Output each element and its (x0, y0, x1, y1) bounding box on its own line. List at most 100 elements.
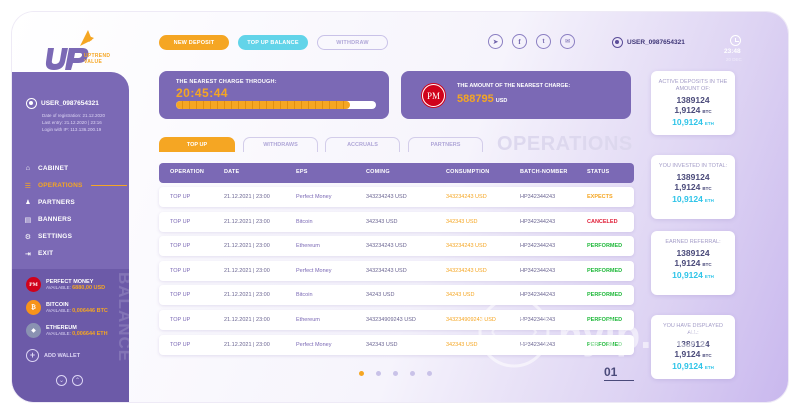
sidebar-item-cabinet[interactable]: ⌂ CABINET (24, 160, 129, 177)
ethereum-icon: ◆ (26, 323, 41, 338)
add-wallet-button[interactable]: + ADD WALLET (26, 349, 80, 362)
table-row[interactable]: TOP UP 21.12.2021 | 23:00 Perfect Money 343… (159, 260, 634, 281)
page-dot[interactable] (359, 371, 364, 376)
user-icon (612, 37, 623, 48)
logo[interactable] (42, 26, 122, 76)
cell-batch: HP342344243 (520, 341, 556, 348)
stat-usd: 1389124 (676, 95, 710, 105)
sidebar-item-exit[interactable]: ⇥ EXIT (24, 245, 129, 262)
sidebar-nav: ⌂ CABINET ☰ OPERATIONS ♟ PARTNERS ▤ BANN… (24, 160, 129, 262)
amount-label: THE AMOUNT OF THE NEAREST CHARGE: (457, 83, 571, 89)
cell-coming: 343234243 USD (366, 194, 407, 200)
cell-consumption: 343234909243 USD (446, 317, 496, 323)
cell-batch: HP342344243 (520, 243, 556, 250)
tab-accruals[interactable]: ACCRUALS (325, 137, 400, 152)
cell-coming: 342343 USD (366, 341, 398, 348)
tab-top-up[interactable]: TOP UP (159, 137, 235, 152)
sidebar-item-label: CABINET (38, 165, 69, 172)
cell-status: CANCELED (587, 218, 618, 225)
stat-btc: 1,9124 BTC (674, 182, 712, 192)
stat-usd: 1389124 (676, 339, 710, 349)
table-row[interactable]: TOP UP 21.12.2021 | 23:00 Ethereum 34323490… (159, 310, 634, 330)
user-icon (26, 98, 37, 109)
banner-icon: ▤ (24, 216, 32, 224)
cell-eps: Bitcoin (296, 218, 313, 225)
tab-withdraws[interactable]: WITHDRAWS (243, 137, 318, 152)
page-dot[interactable] (427, 371, 432, 376)
charge-countdown: 20:45:44 (176, 86, 229, 100)
chevron-down-icon[interactable]: ⌄ (56, 375, 67, 386)
chevron-up-icon[interactable]: ⌃ (72, 375, 83, 386)
sidebar-item-banners[interactable]: ▤ BANNERS (24, 211, 129, 228)
cell-coming: 34243 USD (366, 292, 395, 299)
cell-batch: HP342344243 (520, 267, 556, 274)
cell-coming: 343234243 USD (366, 267, 407, 274)
sidebar-panel: USER_0987654321 Date of registration: 21… (12, 72, 134, 402)
withdraw-button[interactable]: WITHDRAW (317, 35, 388, 50)
sidebar-item-settings[interactable]: ⚙ SETTINGS (24, 228, 129, 245)
active-indicator (90, 185, 127, 186)
cell-eps: Perfect Money (296, 341, 332, 348)
app-frame: UPTREND VALUE USER_0987654321 Date of re… (12, 12, 788, 402)
cell-status: PERFORMED (587, 341, 623, 348)
stat-eth: 10,9124 ETH (672, 361, 714, 371)
plus-icon: + (26, 349, 39, 362)
list-icon: ☰ (24, 182, 32, 190)
table-row[interactable]: TOP UP 21.12.2021 | 23:00 Bitcoin 34243 USD… (159, 285, 634, 306)
stat-usd: 1389124 (676, 248, 710, 258)
bitcoin-icon: ₿ (26, 300, 41, 315)
cell-coming: 343234909243 USD (366, 317, 416, 323)
cell-consumption: 343234243 USD (446, 243, 487, 250)
stat-label: YOU INVESTED IN TOTAL: (658, 163, 728, 169)
cell-operation: TOP UP (170, 194, 191, 200)
wallet-ethereum[interactable]: ◆ ETHEREUM AVAILABLE: 0,006644 ETH (26, 323, 108, 338)
home-icon: ⌂ (25, 165, 31, 172)
telegram-icon[interactable]: ➤ (488, 34, 503, 49)
column-header: EPS (296, 169, 308, 175)
facebook-icon[interactable]: f (512, 34, 527, 49)
cell-batch: HP342344243 (520, 292, 556, 299)
cell-operation: TOP UP (170, 243, 191, 250)
sidebar-user[interactable]: USER_0987654321 (26, 98, 99, 109)
logo-tagline: UPTREND VALUE (84, 53, 111, 65)
cell-consumption: 34243 USD (446, 292, 475, 299)
charge-progress-bar (176, 101, 376, 109)
twitter-icon[interactable]: t (536, 34, 551, 49)
cell-batch: HP342344243 (520, 317, 556, 323)
stat-usd: 1389124 (676, 172, 710, 182)
table-row[interactable]: TOP UP 21.12.2021 | 23:00 Perfect Money 342… (159, 334, 634, 355)
cell-date: 21.12.2021 | 23:00 (224, 194, 270, 200)
table-row[interactable]: TOP UP 21.12.2021 | 23:00 Bitcoin 342343 US… (159, 211, 634, 232)
mail-icon[interactable]: ✉ (560, 34, 575, 49)
top-up-balance-button[interactable]: TOP UP BALANCE (238, 35, 308, 50)
header-user[interactable]: USER_0987654321 (612, 37, 685, 48)
stat-eth: 10,9124 ETH (672, 270, 714, 280)
sidebar-item-label: BANNERS (38, 216, 72, 223)
column-header: BATCH-NOMBER (520, 169, 568, 175)
column-header: OPERATION (170, 169, 205, 175)
wallet-name: PERFECT MONEY (46, 278, 94, 285)
wallet-bitcoin[interactable]: ₿ BITCOIN AVAILABLE: 0,006446 BTC (26, 300, 108, 315)
cell-status: PERFORMED (587, 317, 623, 323)
cell-eps: Ethereum (296, 243, 320, 250)
nearest-charge-card: THE NEAREST CHARGE THROUGH: 20:45:44 (159, 71, 389, 119)
cell-eps: Bitcoin (296, 292, 313, 299)
charge-progress-fill (176, 101, 350, 109)
header-username: USER_0987654321 (627, 39, 685, 46)
table-row[interactable]: TOP UP 21.12.2021 | 23:00 Perfect Money 343… (159, 187, 634, 207)
new-deposit-button[interactable]: NEW DEPOSIT (159, 35, 229, 50)
sidebar-item-label: OPERATIONS (38, 182, 83, 189)
page-dot[interactable] (410, 371, 415, 376)
sidebar-item-partners[interactable]: ♟ PARTNERS (24, 194, 129, 211)
page-dot[interactable] (393, 371, 398, 376)
wallet-perfect-money[interactable]: PM PERFECT MONEY AVAILABLE: 6880,00 USD (26, 277, 105, 292)
stat-eth: 10,9124 ETH (672, 194, 714, 204)
sidebar-item-operations[interactable]: ☰ OPERATIONS (24, 177, 129, 194)
perfect-money-icon: PM (26, 277, 41, 292)
sidebar-item-label: PARTNERS (38, 199, 75, 206)
login-ip: Login with IP: 113.136.200.19 (42, 127, 102, 132)
amount-value: 588795 USD (457, 93, 508, 105)
table-row[interactable]: TOP UP 21.12.2021 | 23:00 Ethereum 34323424… (159, 236, 634, 257)
tab-partners[interactable]: PARTNERS (408, 137, 483, 152)
page-dot[interactable] (376, 371, 381, 376)
